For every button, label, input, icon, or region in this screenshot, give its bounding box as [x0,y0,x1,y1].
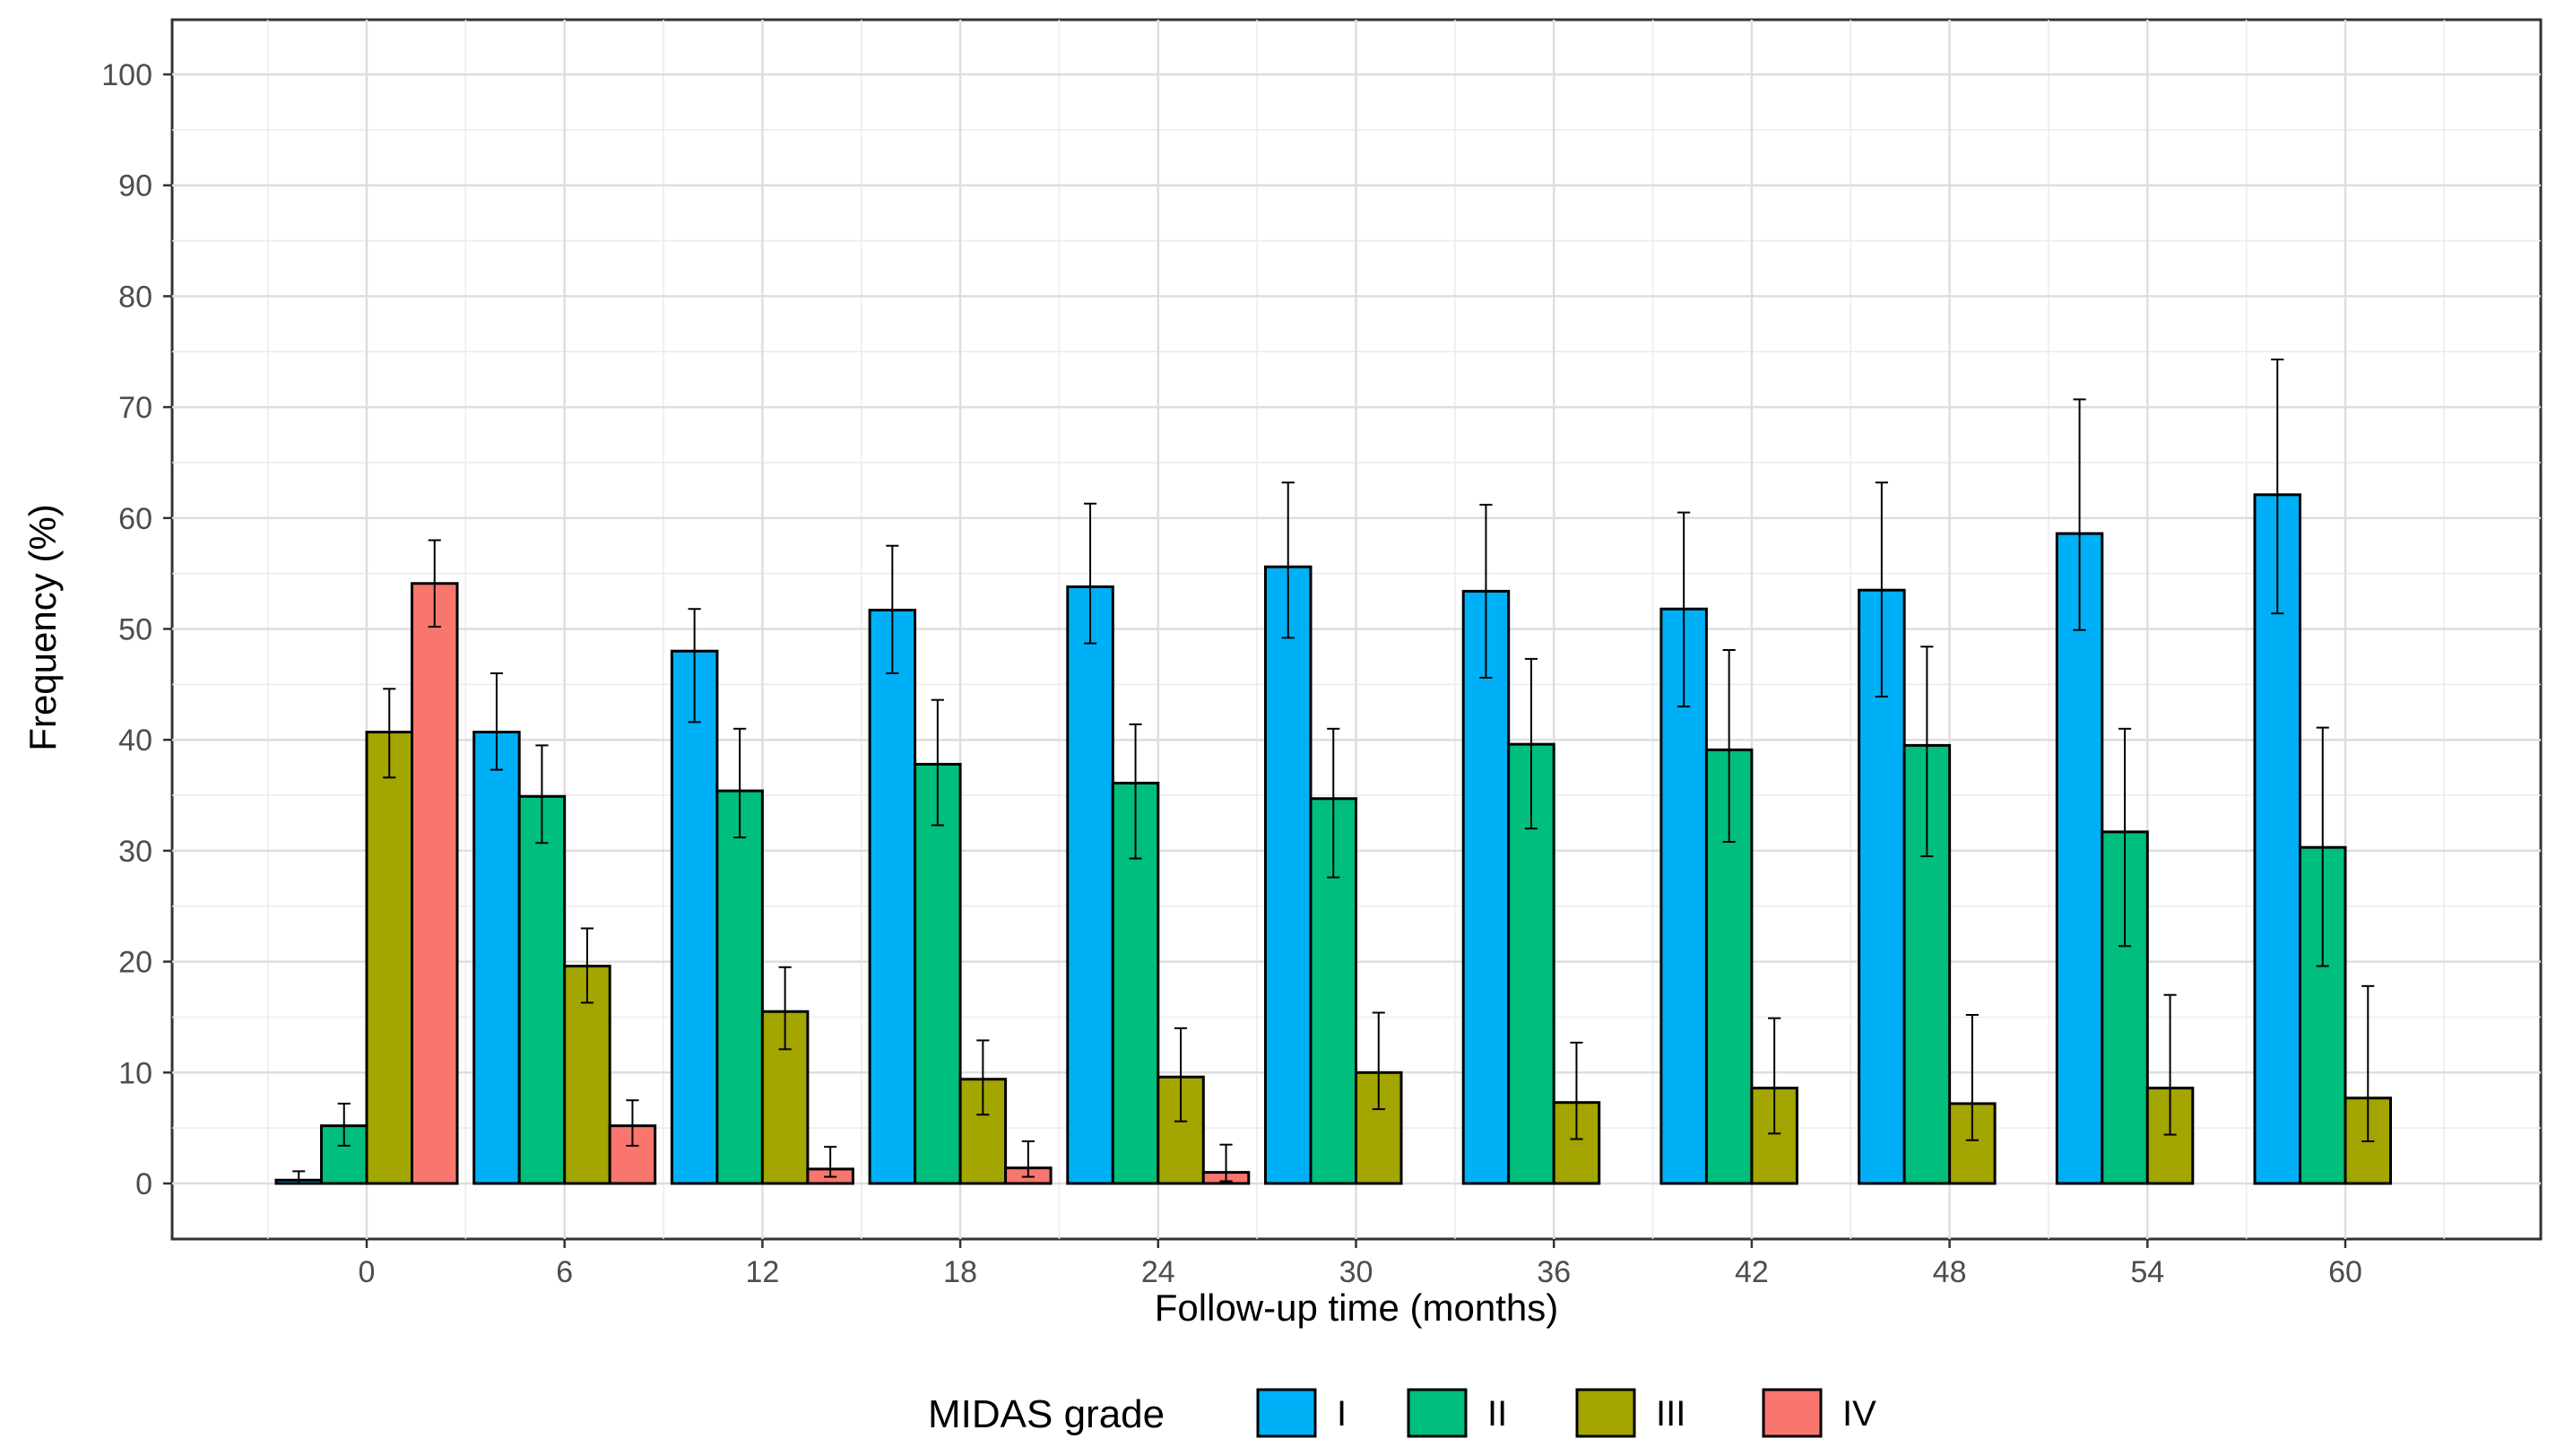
bar-I-60 [2253,493,2301,1185]
y-tick-label: 100 [101,58,152,92]
x-tick-label: 60 [2328,1255,2362,1289]
bar-I-12 [670,649,719,1185]
y-tick-label: 60 [118,502,152,536]
y-tick-label: 80 [118,280,152,314]
bar-II-18 [914,762,962,1185]
x-tick-label: 12 [745,1255,779,1289]
x-tick-label: 36 [1537,1255,1571,1289]
bar-II-12 [715,789,764,1185]
y-tick-label: 0 [135,1167,152,1201]
legend-key-II [1407,1388,1468,1438]
legend-key-III [1575,1388,1636,1438]
bar-I-6 [472,731,521,1185]
x-tick-label: 6 [556,1255,573,1289]
x-tick-label: 18 [943,1255,977,1289]
y-tick-label: 70 [118,391,152,425]
y-tick-label: 90 [118,169,152,204]
bar-II-6 [517,794,567,1185]
bar-I-30 [1264,565,1313,1185]
legend-title: MIDAS grade [928,1392,1165,1436]
x-tick-label: 24 [1141,1255,1175,1289]
legend-key-I [1256,1388,1317,1438]
legend-label-IV: IV [1842,1394,1876,1434]
bar-I-36 [1461,589,1511,1185]
bar-III-0 [365,731,413,1185]
bar-IV-0 [411,582,459,1185]
legend-label-III: III [1656,1394,1685,1434]
x-tick-label: 54 [2130,1255,2164,1289]
x-tick-label: 0 [359,1255,376,1289]
x-tick-label: 48 [1933,1255,1967,1289]
y-tick-label: 40 [118,724,152,758]
error-bars [292,358,2375,1184]
legend: MIDAS grade I II III IV [928,1388,1876,1438]
y-tick-label: 20 [118,946,152,980]
legend-label-I: I [1337,1394,1347,1434]
legend-key-IV [1762,1388,1823,1438]
y-axis-title: Frequency (%) [22,504,64,750]
y-tick-label: 10 [118,1056,152,1090]
bar-I-54 [2055,532,2104,1185]
y-tick-label: 30 [118,835,152,869]
bar-I-24 [1066,585,1114,1185]
bar-III-24 [1157,1075,1205,1185]
axes: 0 10 20 30 40 50 60 70 80 90 100 0 6 12 18 24 30 36 42 48 54… [101,58,2362,1289]
x-tick-label: 30 [1339,1255,1373,1289]
x-tick-label: 42 [1735,1255,1769,1289]
x-axis-title: Follow-up time (months) [1155,1287,1558,1329]
legend-label-II: II [1487,1394,1507,1434]
y-tick-label: 50 [118,613,152,647]
bar-I-18 [868,608,917,1185]
